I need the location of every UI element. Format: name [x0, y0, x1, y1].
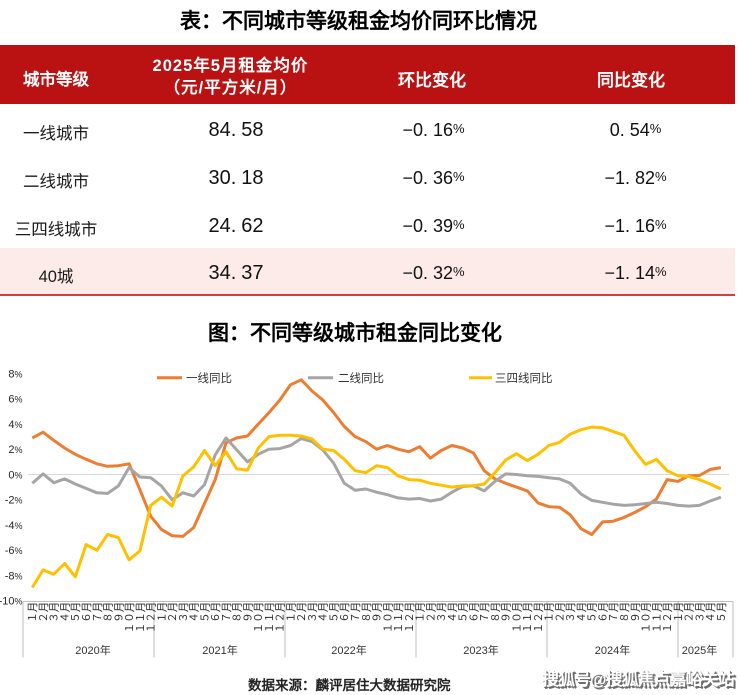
svg-text:８月: ８月 [103, 602, 115, 623]
svg-text:２月: ２月 [167, 602, 179, 623]
svg-text:１０月: １０月 [253, 602, 265, 634]
svg-text:７月: ７月 [221, 602, 233, 623]
svg-text:１２月: １２月 [146, 602, 158, 634]
svg-text:4%: 4% [8, 419, 22, 431]
svg-text:７月: ７月 [608, 602, 620, 623]
svg-text:９月: ９月 [242, 602, 254, 623]
svg-text:２月: ２月 [684, 602, 696, 623]
svg-text:１１月: １１月 [135, 602, 147, 634]
svg-text:６月: ６月 [210, 602, 222, 623]
svg-text:６月: ６月 [598, 602, 610, 623]
svg-text:７月: ７月 [92, 602, 104, 623]
svg-text:７月: ７月 [479, 602, 491, 623]
svg-text:-6%: -6% [5, 545, 23, 557]
svg-text:３月: ３月 [565, 602, 577, 623]
svg-text:２月: ２月 [296, 602, 308, 623]
svg-text:１１月: １１月 [264, 602, 276, 634]
svg-text:１０月: １０月 [382, 602, 394, 634]
svg-text:３月: ３月 [178, 602, 190, 623]
svg-text:2021年: 2021年 [202, 643, 237, 657]
svg-text:-4%: -4% [5, 520, 23, 532]
svg-text:１１月: １１月 [393, 602, 405, 634]
svg-text:2020年: 2020年 [75, 643, 110, 657]
svg-text:５月: ５月 [199, 602, 211, 623]
svg-text:１０月: １０月 [124, 602, 136, 634]
svg-text:４月: ４月 [705, 602, 717, 623]
svg-text:一线同比: 一线同比 [186, 371, 232, 385]
svg-text:１２月: １２月 [404, 602, 416, 634]
svg-text:４月: ４月 [576, 602, 588, 623]
svg-text:2023年: 2023年 [463, 643, 498, 657]
svg-text:３月: ３月 [49, 602, 61, 623]
svg-text:１月: １月 [27, 602, 39, 623]
svg-text:2025年: 2025年 [682, 643, 717, 657]
svg-text:３月: ３月 [307, 602, 319, 623]
svg-text:９月: ９月 [113, 602, 125, 623]
svg-text:2022年: 2022年 [331, 643, 366, 657]
svg-text:二线同比: 二线同比 [338, 371, 384, 385]
svg-text:2%: 2% [8, 444, 22, 456]
svg-text:５月: ５月 [70, 602, 82, 623]
svg-text:0%: 0% [8, 469, 22, 481]
svg-text:９月: ９月 [630, 602, 642, 623]
svg-text:３月: ３月 [694, 602, 706, 623]
svg-text:４月: ４月 [60, 602, 72, 623]
svg-text:１１月: １１月 [651, 602, 663, 634]
svg-text:１２月: １２月 [533, 602, 545, 634]
svg-text:１月: １月 [673, 602, 685, 623]
svg-text:１月: １月 [156, 602, 168, 623]
svg-text:２月: ２月 [554, 602, 566, 623]
svg-text:６月: ６月 [81, 602, 93, 623]
svg-text:１２月: １２月 [275, 602, 287, 634]
svg-text:８月: ８月 [619, 602, 631, 623]
svg-text:１０月: １０月 [511, 602, 523, 634]
svg-text:三四线同比: 三四线同比 [495, 371, 553, 385]
svg-text:３月: ３月 [436, 602, 448, 623]
svg-text:6%: 6% [8, 394, 22, 406]
svg-text:２月: ２月 [38, 602, 50, 623]
svg-text:９月: ９月 [501, 602, 513, 623]
svg-text:８月: ８月 [361, 602, 373, 623]
svg-text:５月: ５月 [716, 602, 728, 623]
svg-text:５月: ５月 [329, 602, 341, 623]
svg-text:８月: ８月 [232, 602, 244, 623]
svg-text:５月: ５月 [458, 602, 470, 623]
svg-text:８月: ８月 [490, 602, 502, 623]
svg-text:8%: 8% [8, 368, 22, 380]
svg-text:-10%: -10% [0, 596, 23, 608]
svg-text:９月: ９月 [372, 602, 384, 623]
svg-text:５月: ５月 [587, 602, 599, 623]
svg-text:１２月: １２月 [662, 602, 674, 634]
svg-text:４月: ４月 [318, 602, 330, 623]
svg-text:２月: ２月 [425, 602, 437, 623]
svg-text:１月: １月 [285, 602, 297, 623]
svg-text:１月: １月 [544, 602, 556, 623]
svg-text:６月: ６月 [468, 602, 480, 623]
svg-text:１１月: １１月 [522, 602, 534, 634]
svg-text:１０月: １０月 [641, 602, 653, 634]
svg-text:-8%: -8% [5, 570, 23, 582]
svg-text:-2%: -2% [5, 495, 23, 507]
svg-text:４月: ４月 [447, 602, 459, 623]
svg-text:2024年: 2024年 [595, 643, 630, 657]
svg-text:７月: ７月 [350, 602, 362, 623]
svg-text:４月: ４月 [189, 602, 201, 623]
svg-text:１月: １月 [415, 602, 427, 623]
svg-text:６月: ６月 [339, 602, 351, 623]
